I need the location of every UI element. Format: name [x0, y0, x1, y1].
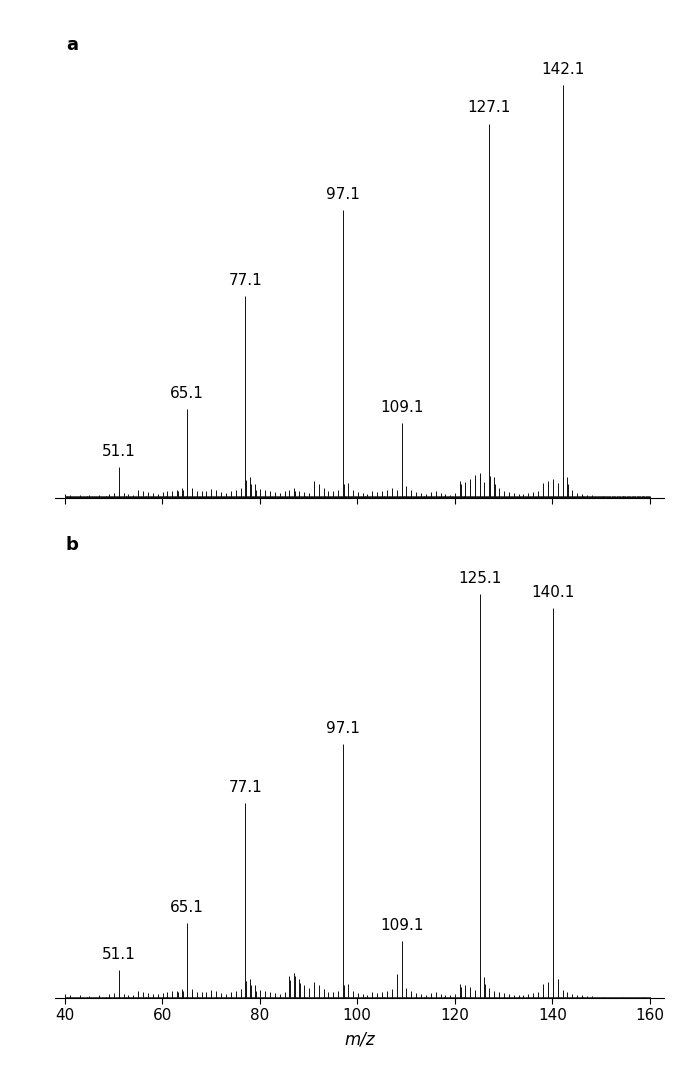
Text: 97.1: 97.1	[326, 721, 360, 736]
Text: 109.1: 109.1	[379, 400, 423, 415]
Text: 97.1: 97.1	[326, 187, 360, 202]
Text: 125.1: 125.1	[458, 571, 501, 586]
Text: 109.1: 109.1	[379, 918, 423, 934]
Text: 51.1: 51.1	[102, 444, 136, 459]
Text: a: a	[66, 35, 78, 54]
Text: 77.1: 77.1	[229, 780, 262, 795]
Text: 51.1: 51.1	[102, 946, 136, 961]
Text: 65.1: 65.1	[170, 900, 204, 915]
Text: 142.1: 142.1	[541, 62, 584, 77]
Text: 65.1: 65.1	[170, 386, 204, 401]
Text: 127.1: 127.1	[468, 101, 511, 116]
Text: 77.1: 77.1	[229, 273, 262, 288]
Text: 140.1: 140.1	[531, 585, 575, 600]
Text: b: b	[66, 535, 79, 554]
X-axis label: m/z: m/z	[345, 1030, 375, 1048]
